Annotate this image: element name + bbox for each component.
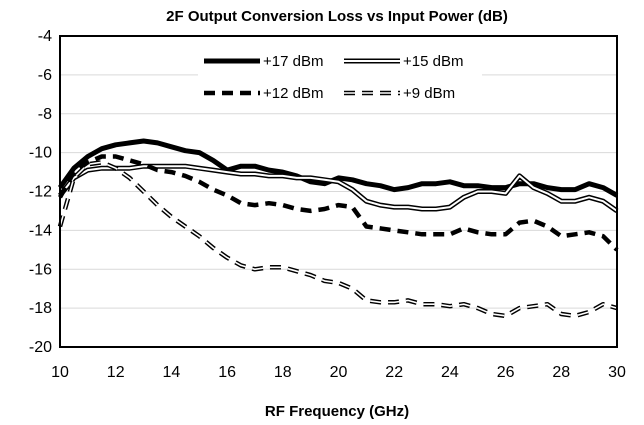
legend-label: +9 dBm	[403, 85, 455, 102]
y-tick-label: -12	[29, 184, 52, 201]
series-layer	[57, 138, 619, 319]
x-tick-label: 14	[163, 364, 181, 381]
series-line	[57, 138, 619, 198]
legend-label: +17 dBm	[263, 53, 323, 70]
x-tick-label: 30	[608, 364, 626, 381]
series-path	[59, 161, 618, 317]
tick-layer: -4 -6 -8 -10 -12 -14 -16 -18 -20 10 12 14 16 18 20 22 24…	[29, 28, 626, 381]
x-tick-label: 24	[441, 364, 459, 381]
series-line	[57, 160, 618, 319]
x-tick-label: 26	[497, 364, 515, 381]
series-path	[57, 138, 619, 198]
x-tick-label: 28	[552, 364, 570, 381]
series-path	[58, 154, 619, 252]
x-tick-label: 22	[385, 364, 403, 381]
y-tick-label: -8	[38, 106, 52, 123]
y-tick-label: -6	[38, 67, 52, 84]
x-tick-label: 16	[218, 364, 236, 381]
y-tick-label: -16	[29, 261, 52, 278]
y-tick-label: -18	[29, 300, 52, 317]
x-axis-label: RF Frequency (GHz)	[265, 403, 409, 420]
y-tick-label: -20	[29, 339, 52, 356]
y-tick-label: -14	[29, 222, 52, 239]
legend: +17 dBm +15 dBm +12 dBm +9 dBm	[198, 41, 482, 105]
y-tick-label: -4	[38, 28, 52, 45]
legend-item: +9 dBm	[344, 85, 455, 102]
x-tick-label: 20	[330, 364, 348, 381]
plot-frame	[59, 35, 618, 348]
legend-label: +12 dBm	[263, 85, 323, 102]
legend-item: +12 dBm	[204, 85, 323, 102]
series-line	[58, 154, 619, 252]
y-tick-label: -10	[29, 145, 52, 162]
legend-item: +17 dBm	[204, 53, 323, 70]
legend-item: +15 dBm	[344, 53, 463, 70]
x-tick-label: 12	[107, 364, 125, 381]
chart-title: 2F Output Conversion Loss vs Input Power…	[166, 8, 508, 25]
legend-label: +15 dBm	[403, 53, 463, 70]
x-tick-label: 10	[51, 364, 69, 381]
x-tick-label: 18	[274, 364, 292, 381]
